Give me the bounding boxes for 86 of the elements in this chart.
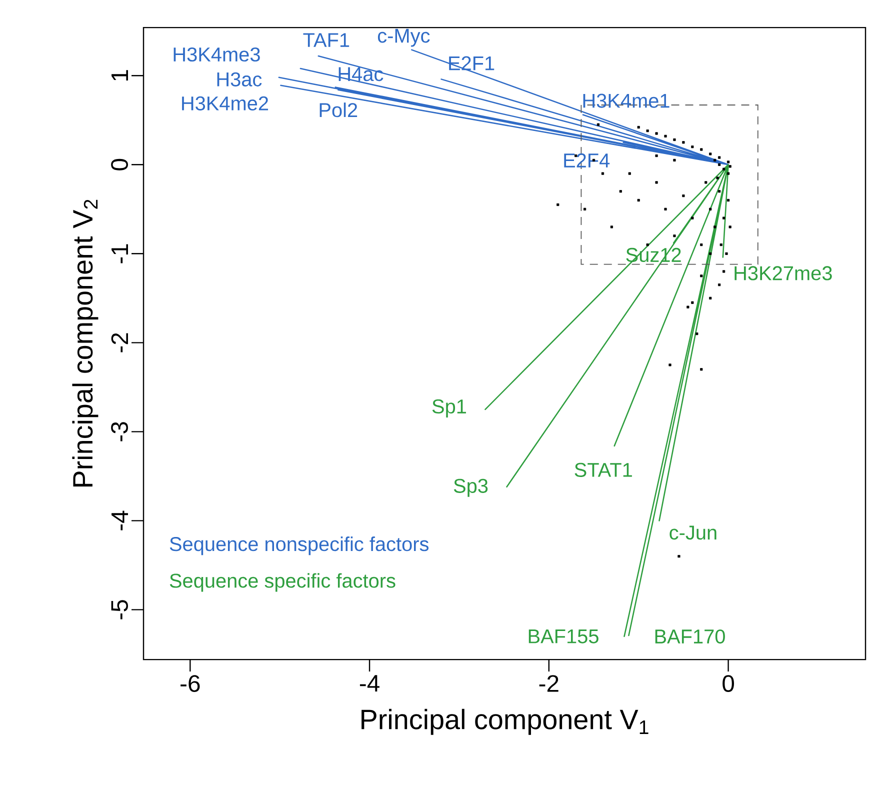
- point: [700, 368, 703, 371]
- annotation: BAF155: [528, 629, 598, 644]
- point: [637, 126, 640, 129]
- point: [646, 243, 649, 246]
- annotation: E2F4: [564, 153, 610, 168]
- x-tick-label: -2: [539, 675, 558, 692]
- text: Sequence specific factors: [170, 573, 396, 592]
- point: [664, 208, 667, 210]
- point: [668, 364, 672, 366]
- point: [709, 208, 712, 210]
- annotation: E2F1: [449, 56, 494, 70]
- y-tick-label: -3: [111, 422, 128, 442]
- point: [726, 160, 730, 164]
- point: [714, 226, 716, 228]
- y-tick-label: -5: [111, 600, 128, 620]
- x-axis-title: Principal component V$_{1}$: [362, 708, 648, 735]
- point: [726, 198, 730, 202]
- point: [682, 141, 685, 144]
- point: [709, 152, 712, 156]
- point: [673, 234, 676, 238]
- annotation: BAF170: [655, 629, 725, 644]
- y-tick-label: 1: [112, 70, 128, 80]
- point: [722, 168, 726, 170]
- point: [716, 176, 719, 180]
- point: [718, 190, 721, 193]
- annotation: Pol2: [320, 102, 358, 118]
- annotation: H4ac: [338, 67, 384, 82]
- text: Sequence nonspecific factors: [170, 536, 428, 556]
- point: [718, 284, 721, 286]
- x-tick-label: 0: [722, 675, 734, 692]
- point: [673, 138, 676, 142]
- y-tick-label: -1: [112, 244, 128, 264]
- annotation: H3K27me3: [734, 266, 832, 280]
- point: [678, 555, 680, 558]
- y-tick-label: 0: [111, 158, 128, 170]
- point: [728, 226, 732, 228]
- y-tick-label: -2: [111, 333, 128, 352]
- point: [583, 208, 586, 210]
- annotation: H3ac: [217, 72, 262, 86]
- point: [700, 274, 703, 278]
- point: [610, 226, 613, 228]
- y-axis-title: Principal component V$_{2}$: [72, 200, 98, 487]
- point: [709, 296, 712, 300]
- point: [728, 165, 732, 168]
- point: [619, 190, 622, 193]
- x-tick-label: -4: [360, 675, 380, 692]
- point: [596, 123, 600, 126]
- point: [700, 148, 703, 151]
- point: [722, 270, 726, 273]
- annotation: Sp3: [454, 478, 488, 497]
- point: [655, 154, 658, 158]
- point: [709, 252, 712, 255]
- x-tick-label: -6: [180, 675, 200, 692]
- point: [691, 146, 694, 148]
- point: [646, 130, 649, 132]
- point: [718, 156, 721, 159]
- point: [714, 158, 716, 162]
- point: [601, 172, 604, 175]
- point: [664, 134, 667, 138]
- annotation: H3K4me3: [174, 47, 260, 62]
- point: [655, 181, 658, 184]
- annotation: H3K4me1: [583, 94, 670, 108]
- point: [704, 181, 708, 184]
- point: [673, 158, 676, 162]
- annotation: c-Jun: [670, 526, 716, 540]
- point: [718, 163, 721, 166]
- annotation: Sp1: [432, 399, 466, 418]
- annotation: TAF1: [303, 33, 350, 47]
- point: [696, 332, 698, 336]
- point: [726, 172, 730, 175]
- point: [628, 172, 631, 175]
- annotation: H3K4me2: [182, 96, 268, 110]
- point: [691, 301, 694, 304]
- point: [686, 306, 690, 308]
- point: [655, 132, 658, 135]
- point: [700, 243, 703, 246]
- point: [682, 194, 685, 198]
- point: [691, 216, 694, 220]
- annotation: c-Myc: [378, 28, 430, 47]
- point: [720, 243, 722, 246]
- point: [725, 252, 728, 255]
- point: [722, 216, 726, 220]
- annotation: STAT1: [574, 462, 632, 477]
- point: [556, 203, 560, 206]
- y-tick-label: -4: [112, 510, 128, 530]
- point: [637, 198, 640, 202]
